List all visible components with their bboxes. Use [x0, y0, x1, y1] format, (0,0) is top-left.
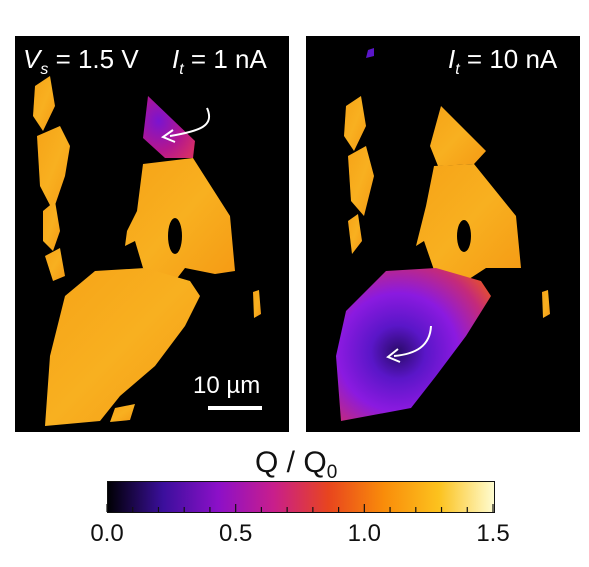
flake-fragment [542, 290, 550, 318]
flake-fragment [348, 146, 374, 216]
colorbar [107, 481, 495, 513]
flake-fragment [366, 48, 374, 58]
flake-hole [457, 220, 471, 252]
scalebar-label: 10 µm [193, 372, 261, 399]
arrow-line [169, 107, 211, 137]
flake-fragment [344, 96, 366, 151]
flake-fragment [33, 76, 55, 131]
purple-flake-region [143, 96, 195, 158]
colorbar-tick-label: 1.5 [476, 520, 510, 547]
colorbar-tick-label: 0.0 [90, 520, 124, 547]
arrow-head [160, 129, 176, 143]
flake-fragment [37, 126, 70, 211]
current-label-right: It = 10 nA [448, 44, 558, 79]
flake-hole [168, 218, 182, 254]
flake-fragment [348, 214, 362, 254]
flake-middle [416, 164, 521, 281]
flake-top [430, 106, 486, 166]
right-map-image [336, 48, 550, 421]
flake-large-purple [336, 268, 491, 421]
flake-fragment [43, 201, 60, 251]
flake-fragment [45, 248, 65, 281]
left-map-image [33, 76, 261, 426]
voltage-label: Vs = 1.5 V [23, 44, 139, 79]
flake-middle [125, 158, 235, 281]
scalebar [208, 406, 262, 410]
flake-fragment [253, 290, 261, 318]
arrow-line [393, 325, 432, 357]
colorbar-tick-label: 1.0 [347, 520, 382, 547]
flake-fragment [110, 404, 135, 422]
flake-large [45, 268, 200, 426]
right-map-panel: It = 10 nA [306, 36, 580, 432]
arrow-head [386, 348, 401, 363]
left-map-panel: Vs = 1.5 V It = 1 nA 10 µm [15, 36, 289, 432]
current-label-left: It = 1 nA [172, 44, 267, 79]
colorbar-title: Q / Q0 [255, 446, 338, 483]
colorbar-tick-label: 0.5 [218, 520, 253, 547]
